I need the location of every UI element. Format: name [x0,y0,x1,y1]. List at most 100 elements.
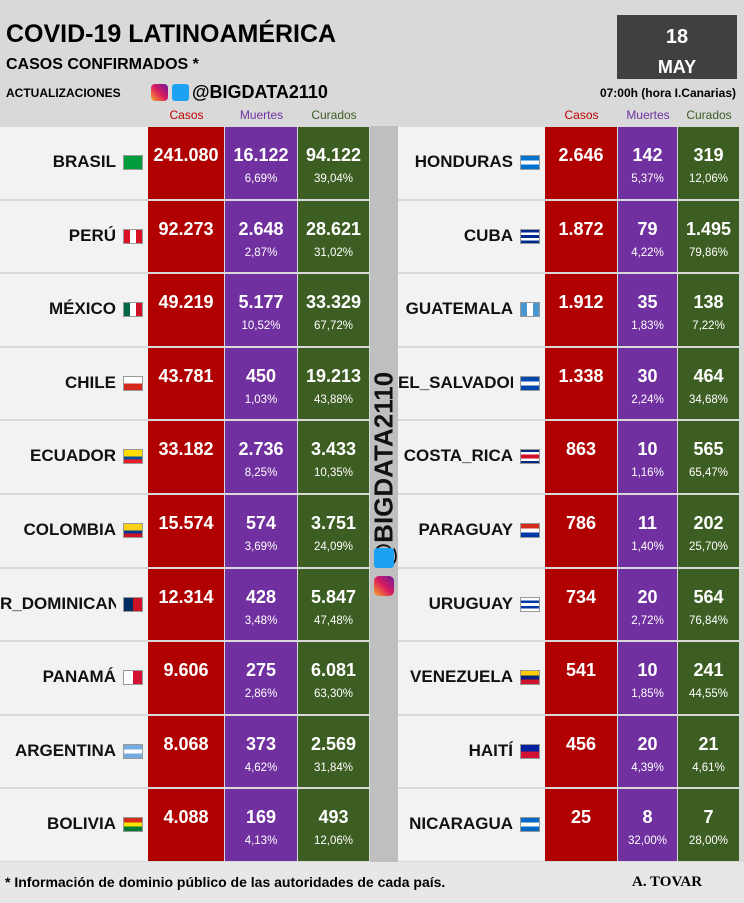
country-name: MÉXICO [48,299,116,319]
flag-icon [520,449,540,465]
count: 1.495 [685,218,732,239]
column-header: Muertes [626,108,670,122]
percentage: 4,39% [631,761,664,774]
count: 1.338 [558,365,604,386]
flag-icon [520,228,540,244]
count: 1.872 [558,218,604,239]
date-box [617,15,737,79]
count: 565 [693,439,724,460]
percentage: 1,85% [631,688,664,701]
handle: @BIGDATA2110 [192,82,328,102]
percentage: 5,37% [631,173,664,185]
country-name: COSTA_RICA [403,446,513,466]
count: 863 [565,439,597,460]
count: 7 [703,807,714,828]
flag-icon [520,743,540,759]
percentage: 25,70% [688,541,728,553]
count: 79 [637,218,658,239]
data-cell: 202 25,70% [678,495,739,567]
percentage: 12,06% [313,835,353,848]
data-cell: 241 44,55% [678,642,739,714]
data-cell: 8 32,00% [618,789,677,861]
percentage: 12,06% [688,173,728,185]
data-cell: 863 [545,421,617,493]
percentage: 31,84% [313,761,353,774]
percentage: 44,55% [688,688,728,701]
country-name: CHILE [65,372,116,392]
percentage: 43,88% [313,393,353,406]
column-header: Curados [311,108,357,122]
country-name: BOLIVIA [47,814,116,834]
data-cell: 25 [545,789,617,861]
percentage: 79,86% [688,246,728,259]
count: 169 [245,807,277,828]
flag-icon [520,523,540,538]
percentage: 39,04% [313,173,353,185]
percentage: 4,22% [631,246,664,259]
percentage: 34,68% [688,393,728,406]
data-cell: 734 [545,568,617,641]
percentage: 3,69% [244,541,278,553]
data-cell: 1.338 [545,347,617,420]
country-name: ARGENTINA [14,740,116,760]
footnote: * Información de dominio público de las … [5,874,446,890]
count: 20 [637,586,658,607]
data-cell: 92.273 [148,200,224,273]
data-cell: 3.433 10,35% [298,421,369,493]
country-name: HONDURAS [414,152,513,171]
data-cell: 1.872 [545,200,617,273]
count: 5.177 [238,292,284,313]
data-cell: 464 34,68% [678,347,739,420]
count: 49.219 [158,292,214,313]
data-cell: 12.314 [148,568,224,641]
percentage: 28,00% [688,835,728,848]
country-name: URUGUAY [428,593,513,613]
data-cell: 428 3,48% [225,568,297,641]
count: 1.912 [558,292,604,313]
country-name: PANAMÁ [42,667,116,687]
country-name: PERÚ [68,225,116,245]
count: 16.122 [233,145,289,165]
count: 142 [632,145,663,165]
column-header: Muertes [239,108,284,122]
data-cell: 15.574 [148,495,224,567]
country-name: ECUADOR [30,446,116,466]
count: 35 [637,292,658,313]
count: 456 [565,733,597,754]
data-cell: 786 [545,495,617,567]
percentage: 32,00% [627,835,667,848]
twitter-icon [172,84,189,101]
data-cell: 7 28,00% [678,789,739,861]
count: 20 [637,733,658,754]
data-cell: 1.912 [545,274,617,346]
data-cell: 574 3,69% [225,495,297,567]
flag-icon [123,302,143,318]
count: 19.213 [305,365,362,386]
data-cell: 16.122 6,69% [225,127,297,199]
count: 241 [693,660,724,681]
country-name: CUBA [463,225,513,245]
count: 9.606 [163,660,209,681]
flag-icon [520,670,540,686]
flag-icon [123,375,143,391]
country-name: COLOMBIA [23,520,116,539]
date-day: 18 [665,26,689,48]
data-cell: 20 2,72% [618,568,677,641]
count: 33.182 [158,439,214,460]
count: 464 [693,365,724,386]
country-name: HAITÍ [468,740,513,760]
count: 541 [565,660,597,681]
percentage: 31,02% [313,246,353,259]
data-cell: 142 5,37% [618,127,677,199]
flag-icon [123,523,143,538]
column-header: Casos [564,108,599,122]
data-cell: 373 4,62% [225,715,297,788]
count: 2.646 [558,145,604,165]
data-cell: 319 12,06% [678,127,739,199]
data-cell: 565 65,47% [678,421,739,493]
update-time: 07:00h (hora I.Canarias) [599,86,736,100]
data-cell: 5.177 10,52% [225,274,297,346]
data-cell: 94.122 39,04% [298,127,369,199]
percentage: 76,84% [688,614,728,627]
data-cell: 2.569 31,84% [298,715,369,788]
